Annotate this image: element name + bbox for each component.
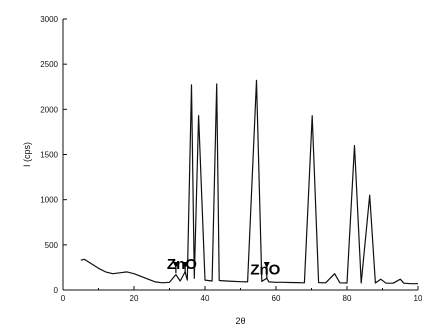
x-tick-label: 0 xyxy=(61,294,66,303)
x-axis-label: 2θ xyxy=(235,316,245,326)
x-tick-label: 60 xyxy=(272,294,281,303)
annotation-arrow-head xyxy=(172,262,179,268)
ticks: 0 500 1000 1500 2000 2500 3000 0 20 40 60 80 10 xyxy=(40,15,422,303)
x-tick-label: 40 xyxy=(201,294,210,303)
annotations: ZnO ZnO xyxy=(167,256,281,279)
diffraction-line xyxy=(80,79,418,285)
y-tick-label: 3000 xyxy=(40,15,58,24)
x-tick-label: 20 xyxy=(130,294,139,303)
annotation-arrow-head xyxy=(263,262,270,268)
annotation-arrow-head xyxy=(182,262,189,268)
y-tick-label: 1000 xyxy=(40,196,58,205)
y-tick-label: 1500 xyxy=(40,151,58,160)
x-tick-label: 80 xyxy=(343,294,352,303)
y-tick-label: 2000 xyxy=(40,105,58,114)
series xyxy=(80,79,418,285)
y-axis-label: I (cps) xyxy=(22,142,32,167)
x-tick-label: 10 xyxy=(414,294,422,303)
y-tick-label: 500 xyxy=(45,241,59,250)
y-tick-label: 0 xyxy=(54,286,59,295)
annotation-label: ZnO xyxy=(167,256,197,273)
annotation-label: ZnO xyxy=(250,262,280,279)
y-tick-label: 2500 xyxy=(40,60,58,69)
